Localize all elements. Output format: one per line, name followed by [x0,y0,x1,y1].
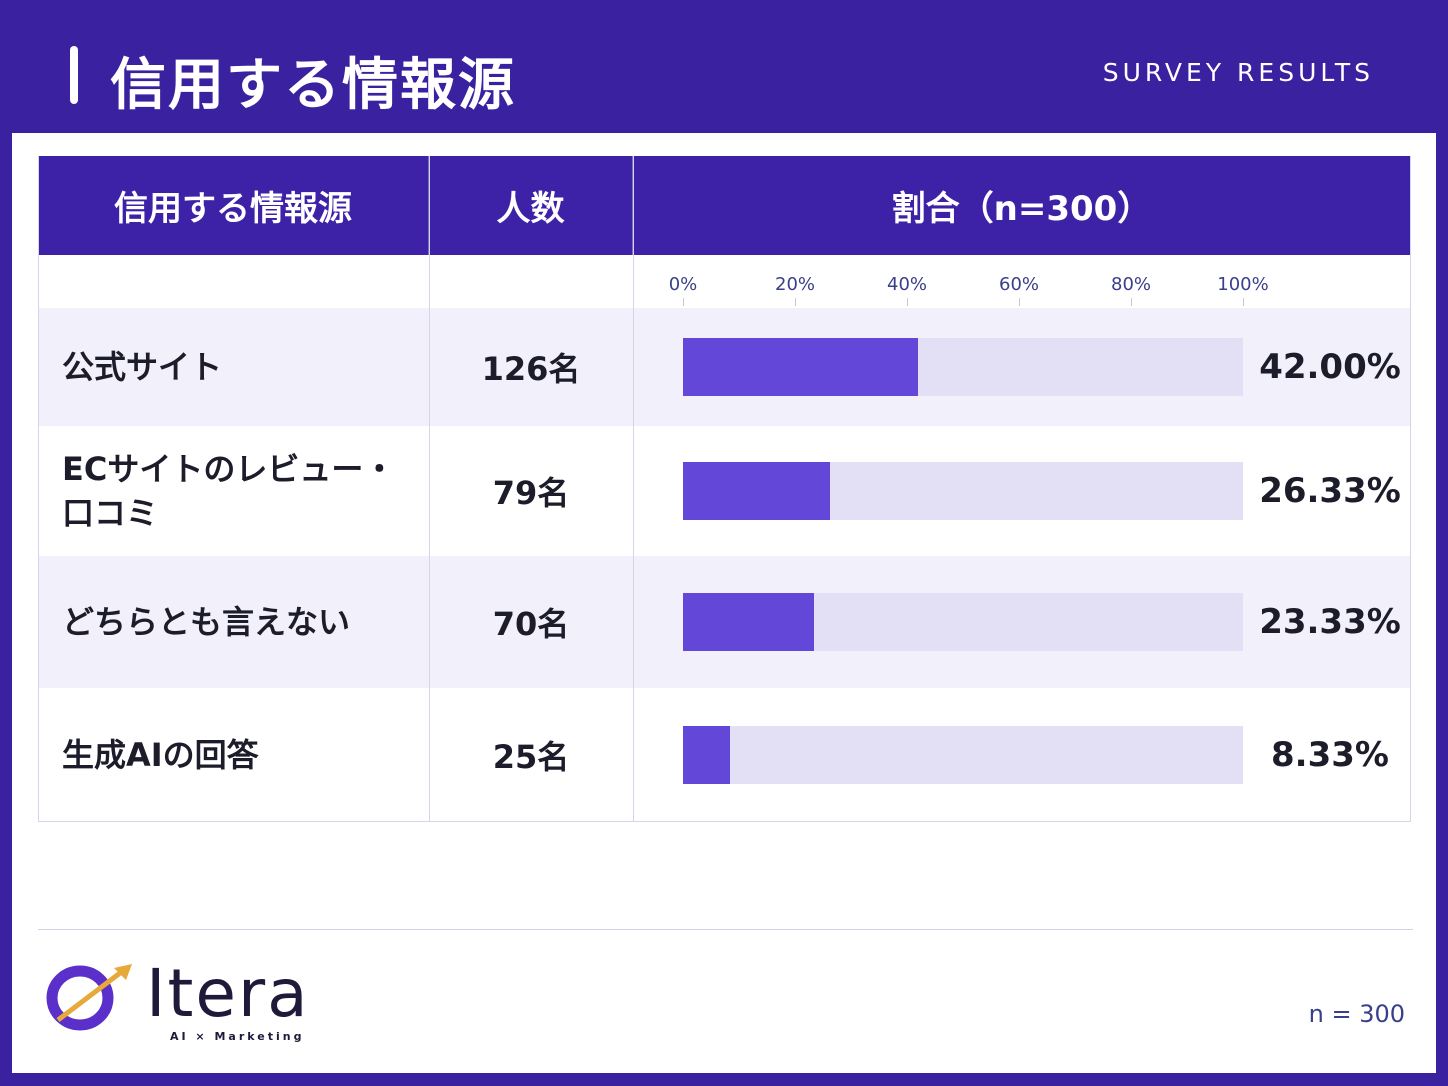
tick-mark [1131,298,1132,306]
tick-mark [1243,298,1244,306]
title: 信用する情報源 [110,53,516,118]
column-line [633,156,634,821]
bar-track [683,725,1243,784]
row-count: 70名 [492,605,570,643]
row-label: ECサイトのレビュー・口コミ [62,450,396,532]
value-label: 23.33% [1259,602,1401,642]
footer-line [38,929,1413,930]
column-line [1410,156,1411,821]
x-tick-label: 60% [998,274,1040,295]
tick-mark [683,298,684,306]
header-cell: 割合（n=300） [633,156,1411,255]
tag: SURVEY RESULTS [1102,58,1374,87]
value-label: 26.33% [1259,471,1401,511]
row-label: 生成AIの回答 [62,735,259,774]
x-tick-label: 100% [1217,274,1269,295]
tick-mark [1019,298,1020,306]
column-line [38,156,39,821]
row-label: 公式サイト [62,348,223,386]
logo: Itera [146,955,310,1032]
header-cell: 人数 [429,156,633,255]
tick-mark [907,298,908,306]
row-count: 25名 [492,737,570,776]
x-tick-label: 0% [668,274,698,295]
bar [683,338,919,396]
note: n = 300 [1308,1000,1405,1028]
bar [683,725,730,784]
column-line [429,156,430,821]
row-count: 79名 [492,474,570,512]
table-bottom [38,821,1411,822]
x-tick-label: 80% [1110,274,1152,295]
value-label: 42.00% [1259,347,1401,387]
x-tick-label: 20% [774,274,816,295]
logo-icon [46,964,132,1031]
row-label: どちらとも言えない [62,603,351,641]
logo-sub: AI × Marketing [170,1030,305,1043]
bar [683,593,814,651]
bar [683,462,831,520]
row-count: 126名 [481,350,581,388]
header-cell: 信用する情報源 [38,156,429,255]
value-label: 8.33% [1271,734,1389,775]
tick-mark [795,298,796,306]
title-accent [70,46,78,104]
x-tick-label: 40% [886,274,928,295]
